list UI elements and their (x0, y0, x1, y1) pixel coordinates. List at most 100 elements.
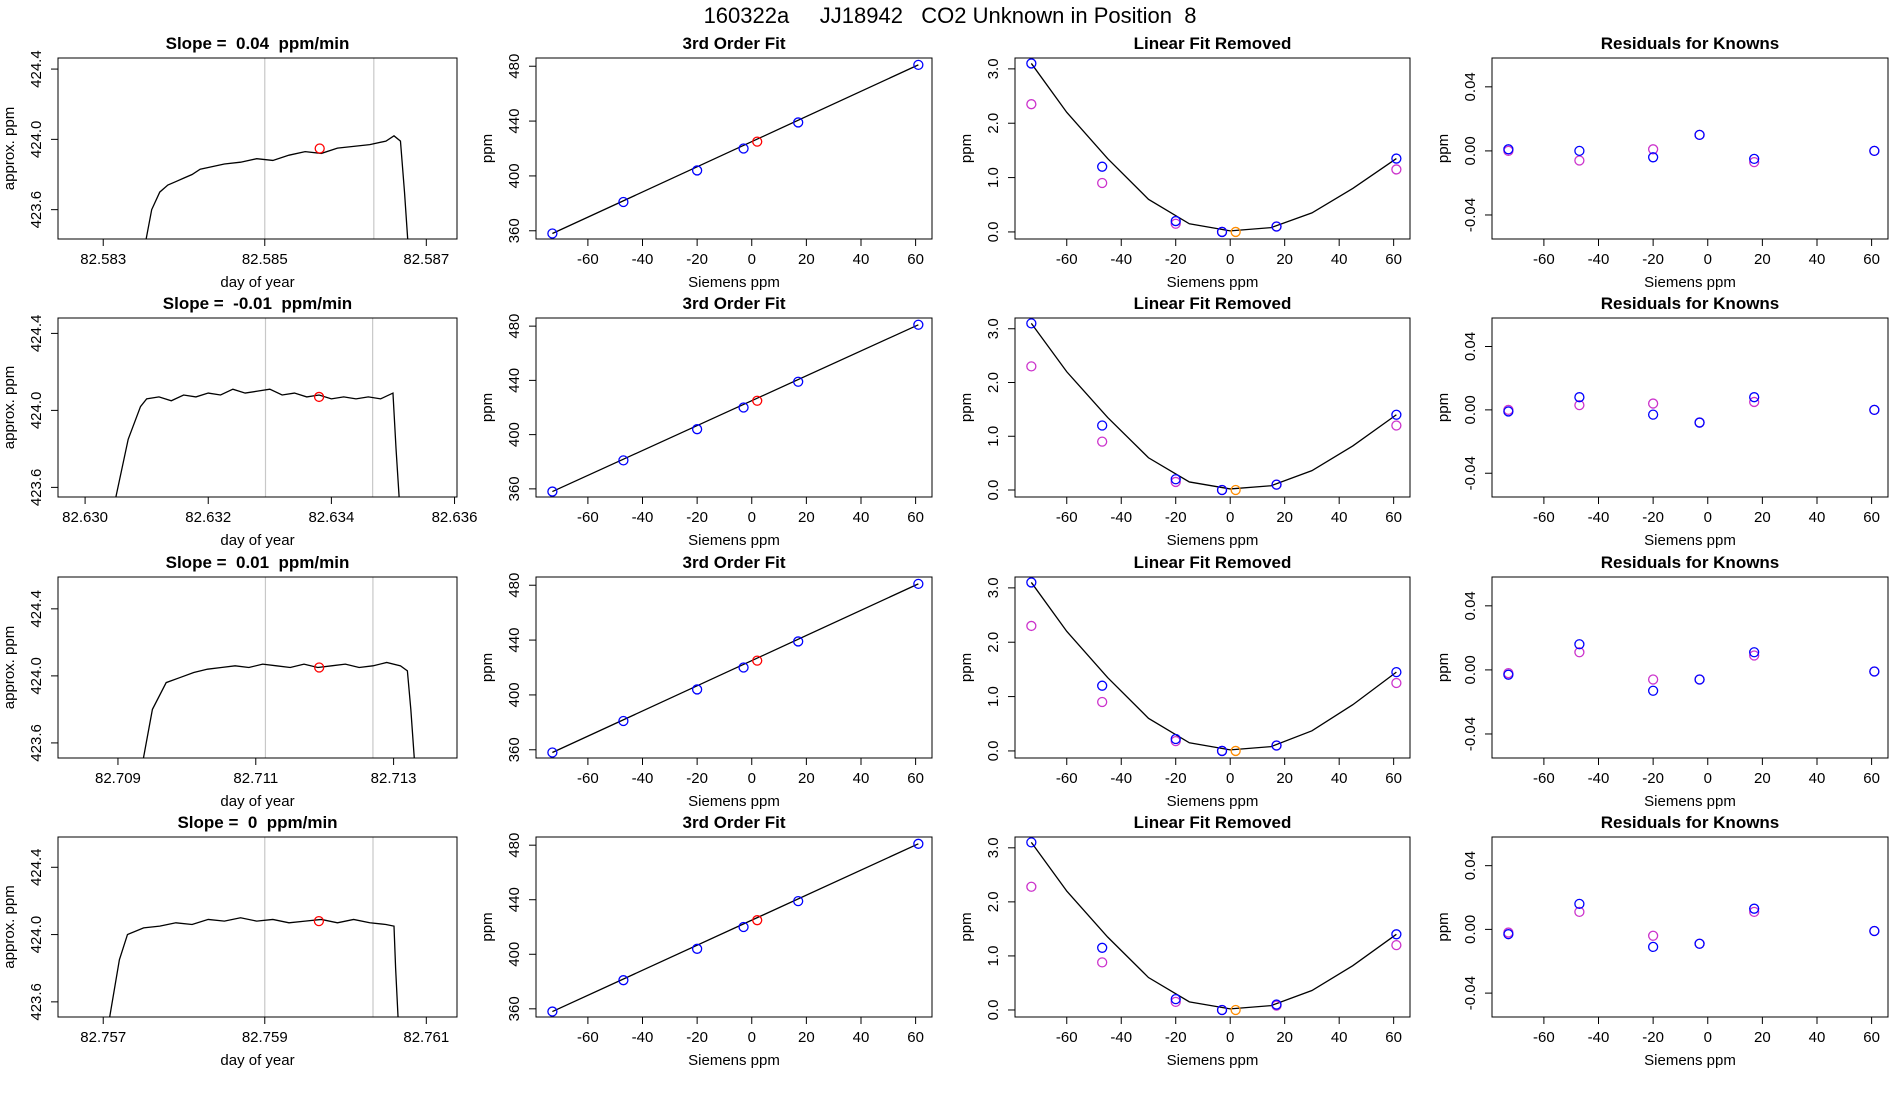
data-point (1749, 153, 1760, 165)
x-tick-label: -40 (1588, 1029, 1610, 1046)
plot-frame (57, 576, 458, 759)
y-tick-label: 480 (506, 54, 523, 79)
x-tick-label: -20 (686, 251, 708, 268)
data-point (691, 424, 703, 435)
x-tick-label: 82.709 (95, 770, 141, 787)
x-tick-label: 82.636 (432, 509, 478, 526)
plot-frame (1491, 317, 1889, 498)
y-tick-label: 400 (506, 163, 523, 188)
data-point (1647, 930, 1659, 941)
plot-area (145, 58, 409, 239)
y-tick-label: 400 (506, 942, 523, 967)
y-axis-label: ppm (479, 912, 496, 941)
panel: Linear Fit Removed Siemens ppm ppm -60 -40 -2… (958, 813, 1411, 1069)
y-tick-label: 360 (506, 737, 523, 762)
data-line (552, 64, 919, 235)
data-point (1271, 999, 1282, 1010)
data-point (1869, 145, 1880, 157)
data-point (1026, 58, 1037, 69)
data-point (1216, 484, 1228, 496)
data-point (1391, 164, 1402, 175)
data-point (1026, 620, 1037, 632)
y-tick-label: 1.0 (985, 686, 1002, 707)
y-tick-label: 2.0 (985, 113, 1002, 134)
data-point (314, 143, 325, 154)
panel-title: Residuals for Knowns (1601, 813, 1780, 832)
y-tick-label: 0.00 (1462, 136, 1479, 165)
data-point (1694, 938, 1705, 949)
data-point (1026, 577, 1037, 588)
x-tick-label: 40 (853, 251, 870, 268)
y-tick-label: -0.04 (1462, 198, 1479, 232)
x-tick-label: 40 (1809, 509, 1826, 526)
y-tick-label: 1.0 (985, 167, 1002, 188)
data-point (1503, 144, 1514, 155)
x-tick-label: 0 (1704, 1029, 1712, 1046)
y-tick-label: 440 (506, 368, 523, 393)
data-point (1097, 420, 1108, 431)
data-point (1391, 677, 1402, 689)
x-tick-label: 40 (853, 509, 870, 526)
panel-title: 3rd Order Fit (683, 34, 786, 53)
x-tick-label: 60 (907, 251, 924, 268)
plot-frame (1014, 576, 1411, 759)
x-tick-label: 40 (1331, 770, 1348, 787)
data-point (1026, 881, 1037, 892)
x-tick-label: 0 (1704, 770, 1712, 787)
plot-area (1026, 318, 1402, 496)
data-point (1097, 177, 1108, 189)
panel-title: Slope = 0.01 ppm/min (166, 553, 350, 572)
data-point (618, 455, 629, 466)
data-point (1097, 957, 1108, 968)
data-point (913, 578, 924, 590)
data-point (618, 715, 629, 727)
panel-title: 3rd Order Fit (683, 813, 786, 832)
x-tick-label: 82.585 (242, 251, 288, 268)
data-point (1097, 696, 1108, 708)
y-tick-label: 2.0 (985, 372, 1002, 393)
plot-frame (535, 57, 933, 240)
x-tick-label: 40 (853, 1029, 870, 1046)
y-axis-label: ppm (1435, 653, 1452, 682)
y-axis-label: approx. ppm (1, 885, 18, 968)
plot-area (1503, 392, 1880, 428)
data-point (752, 655, 763, 666)
x-tick-label: -60 (577, 1029, 599, 1046)
x-tick-label: -20 (1165, 251, 1187, 268)
y-tick-label: 0.00 (1462, 395, 1479, 424)
x-axis-label: day of year (220, 793, 294, 810)
plot-frame (57, 57, 458, 240)
y-axis-label: ppm (479, 653, 496, 682)
y-tick-label: 1.0 (985, 426, 1002, 447)
data-line (552, 324, 919, 493)
y-tick-label: 423.6 (28, 724, 45, 762)
x-tick-label: 20 (1754, 1029, 1771, 1046)
data-line (1030, 322, 1397, 490)
x-axis-label: Siemens ppm (688, 274, 780, 291)
panel-title: Linear Fit Removed (1134, 813, 1292, 832)
panel-title: Residuals for Knowns (1601, 553, 1780, 572)
x-tick-label: 60 (907, 509, 924, 526)
panel: Linear Fit Removed Siemens ppm ppm -60 -40 -2… (958, 34, 1411, 291)
data-point (1170, 215, 1181, 227)
panel: 3rd Order Fit Siemens ppm ppm -60 -40 -20 0 20 4… (479, 813, 933, 1069)
data-line (109, 917, 399, 1017)
panel: Slope = 0 ppm/min day of year approx. ppm 8… (1, 813, 458, 1069)
data-point (1869, 666, 1880, 677)
x-tick-label: 60 (1863, 770, 1880, 787)
x-tick-label: 0 (748, 509, 756, 526)
data-point (1391, 409, 1402, 420)
data-point (1170, 996, 1181, 1008)
y-tick-label: 0.0 (985, 1000, 1002, 1021)
y-tick-label: 423.6 (28, 983, 45, 1021)
data-point (547, 1006, 558, 1017)
data-point (1749, 903, 1760, 914)
plot-frame (57, 836, 458, 1018)
x-tick-label: 40 (1809, 1029, 1826, 1046)
data-point (1574, 647, 1585, 658)
x-tick-label: 20 (1754, 509, 1771, 526)
x-tick-label: 0 (748, 770, 756, 787)
x-tick-label: -60 (1056, 1029, 1078, 1046)
x-tick-label: 82.630 (62, 509, 108, 526)
y-axis-label: approx. ppm (1, 366, 18, 449)
